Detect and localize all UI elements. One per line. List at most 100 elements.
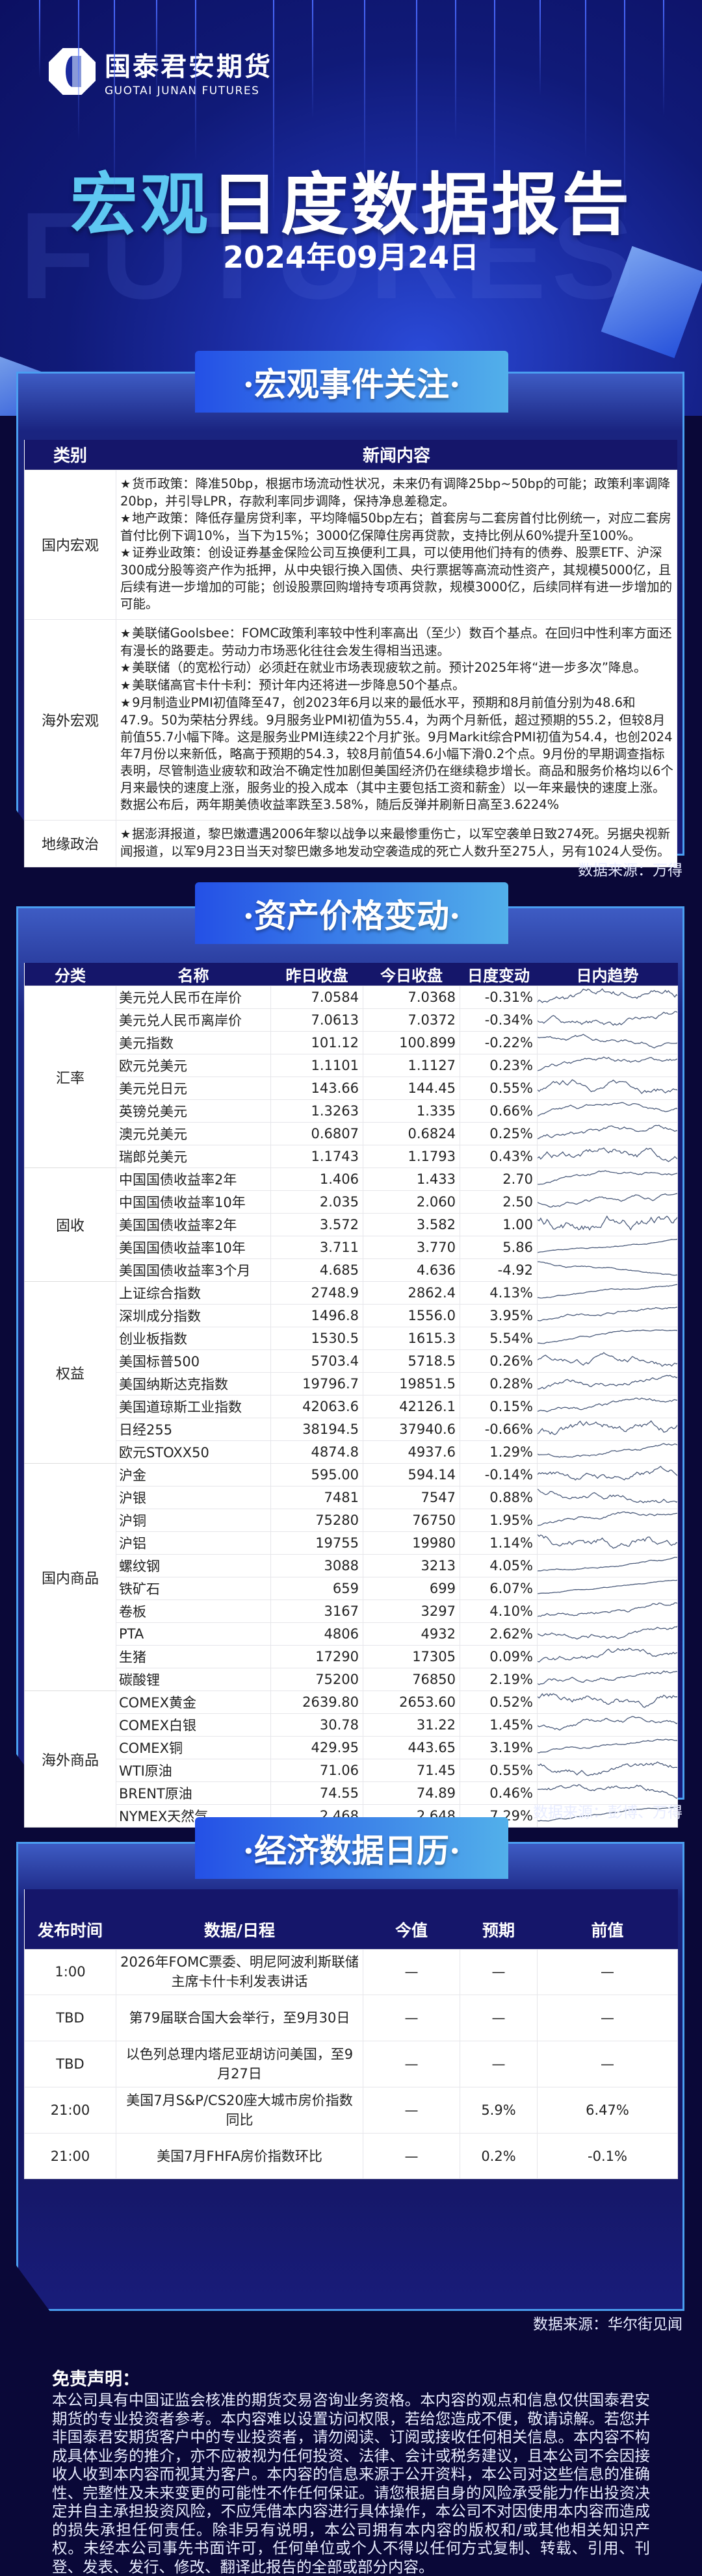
news-text: 地产政策：降低存量房贷利率，平均降幅50bp左右；首套房与二套房首付比例统一，对… — [120, 510, 671, 543]
sparkline — [538, 1807, 677, 1822]
daily-change: 0.23% — [460, 1054, 538, 1077]
light-streak — [416, 0, 417, 244]
sparkline-cell — [537, 1190, 678, 1214]
daily-change: 1.00 — [460, 1213, 538, 1236]
table-row: 固收 中国国债收益率2年 1.406 1.433 2.70 — [24, 1167, 678, 1282]
sparkline-chart — [538, 1443, 677, 1458]
sparkline-cell — [537, 1395, 678, 1418]
news-text: 美联储高官卡什卡利：预计年内还将进一步降息50个基点。 — [132, 677, 465, 693]
daily-change: 2.19% — [460, 1668, 538, 1691]
today-close: 3.770 — [363, 1236, 460, 1259]
sparkline-cell — [537, 1372, 678, 1396]
previous-value: -0.1% — [537, 2132, 678, 2180]
news-item: ★ 美联储高官卡什卡利：预计年内还将进一步降息50个基点。 — [120, 677, 674, 695]
today-close: 7.0372 — [363, 1008, 460, 1032]
sparkline — [538, 1329, 677, 1344]
category-cell: 汇率 — [24, 986, 116, 1168]
table-row: 铁矿石 659 699 6.07% — [25, 1577, 678, 1600]
sparkline — [538, 1716, 677, 1731]
sparkline-chart — [538, 1011, 677, 1026]
col-header-today-close: 今日收盘 — [363, 963, 460, 986]
col-header-category: 类别 — [24, 440, 116, 470]
sparkline-cell — [537, 1440, 678, 1464]
table-row: COMEX铜 429.95 443.65 3.19% — [25, 1736, 678, 1759]
events-source: 数据来源：万得 — [578, 862, 682, 879]
news-item: ★ 证券业政策：创设证券基金保险公司互换便利工具，可以使用他们持有的债券、股票ET… — [120, 544, 674, 613]
today-close: 1556.0 — [363, 1304, 460, 1327]
today-close: 4932 — [363, 1622, 460, 1646]
daily-change: 0.15% — [460, 1395, 538, 1418]
sparkline-cell — [537, 1008, 678, 1032]
daily-change: 0.26% — [460, 1349, 538, 1373]
actual-value: — — [363, 2086, 460, 2134]
asset-name: COMEX黄金 — [116, 1690, 271, 1714]
prev-close: 429.95 — [270, 1736, 363, 1759]
sparkline — [538, 1761, 677, 1776]
sparkline-cell — [537, 1304, 678, 1327]
table-row: 21:00 美国7月S&P/CS20座大城市房价指数同比 —5.9% 6.47% — [24, 2086, 678, 2134]
asset-name: 深圳成分指数 — [116, 1304, 271, 1327]
asset-name: COMEX铜 — [116, 1736, 271, 1759]
light-streak — [39, 0, 40, 78]
sparkline-cell — [537, 1509, 678, 1532]
event-name: 2026年FOMC票委、明尼阿波利斯联储主席卡什卡利发表讲话 — [116, 1948, 363, 1996]
sparkline-cell — [537, 986, 678, 1009]
table-row: 中国国债收益率10年 2.035 2.060 2.50 — [25, 1190, 678, 1214]
disclaimer-text: 本公司具有中国证监会核准的期货交易咨询业务资格。本内容的观点和信息仅供国泰君安期… — [52, 2391, 650, 2576]
today-close: 1.335 — [363, 1099, 460, 1123]
table-row: 日经255 38194.5 37940.6 -0.66% — [25, 1418, 678, 1441]
today-close: 2.060 — [363, 1190, 460, 1214]
today-close: 1.1793 — [363, 1145, 460, 1168]
star-icon: ★ — [120, 477, 131, 491]
asset-name: 创业板指数 — [116, 1327, 271, 1350]
sparkline-cell — [537, 1554, 678, 1577]
table-row: 美元兑人民币离岸价 7.0613 7.0372 -0.34% — [25, 1008, 678, 1032]
col-header-event: 数据/日程 — [116, 1889, 363, 1949]
sparkline-cell — [537, 1486, 678, 1509]
daily-change: 1.95% — [460, 1509, 538, 1532]
sparkline — [538, 1488, 677, 1503]
today-close: 2862.4 — [363, 1281, 460, 1305]
prev-close: 1.1101 — [270, 1054, 363, 1077]
sparkline-cell — [537, 1600, 678, 1623]
asset-name: 卷板 — [116, 1600, 271, 1623]
daily-change: -0.22% — [460, 1031, 538, 1054]
light-streak — [273, 0, 274, 224]
sparkline-chart — [538, 1761, 677, 1776]
prev-close: 17290 — [270, 1645, 363, 1668]
sparkline — [538, 1170, 677, 1185]
table-row: 1:00 2026年FOMC票委、明尼阿波利斯联储主席卡什卡利发表讲话 — — — — [24, 1948, 678, 1996]
light-streak — [312, 0, 313, 118]
calendar-table: 发布时间 数据/日程 今值 预期 前值 1:00 2026年FOMC票委、明尼阿波… — [24, 1889, 678, 2180]
sparkline — [538, 1420, 677, 1435]
prev-close: 3167 — [270, 1600, 363, 1623]
asset-name: 中国国债收益率10年 — [116, 1190, 271, 1214]
today-close: 7547 — [363, 1486, 460, 1509]
daily-change: 0.52% — [460, 1690, 538, 1714]
today-close: 594.14 — [363, 1463, 460, 1486]
actual-value: — — [363, 2132, 460, 2180]
forecast-value: — — [460, 2041, 538, 2087]
prev-close: 1496.8 — [270, 1304, 363, 1327]
asset-name: 美国标普500 — [116, 1349, 271, 1373]
daily-change: 6.07% — [460, 1577, 538, 1600]
daily-change: 0.28% — [460, 1372, 538, 1396]
col-header-news: 新闻内容 — [116, 440, 677, 470]
prev-close: 38194.5 — [270, 1418, 363, 1441]
category-cell: 海外宏观 — [24, 618, 116, 821]
logo-name-en: GUOTAI JUNAN FUTURES — [105, 84, 260, 97]
prev-close: 7.0613 — [270, 1008, 363, 1032]
asset-name: 瑞郎兑美元 — [116, 1145, 271, 1168]
sparkline-chart — [538, 1739, 677, 1753]
light-streak — [78, 0, 79, 141]
daily-change: 1.45% — [460, 1713, 538, 1737]
sparkline-cell — [537, 1281, 678, 1305]
forecast-value: 0.2% — [460, 2132, 538, 2180]
sparkline-cell — [537, 1167, 678, 1191]
page-title: 宏观日度数据报告 — [0, 149, 702, 248]
asset-name: 日经255 — [116, 1418, 271, 1441]
news-text: 货币政策：降准50bp，根据市场流动性状况，未来仍有调降25bp~50bp的可能… — [120, 476, 671, 509]
previous-value: — — [537, 1948, 678, 1996]
table-row: WTI原油 71.06 71.45 0.55% — [25, 1759, 678, 1782]
sparkline — [538, 1011, 677, 1026]
